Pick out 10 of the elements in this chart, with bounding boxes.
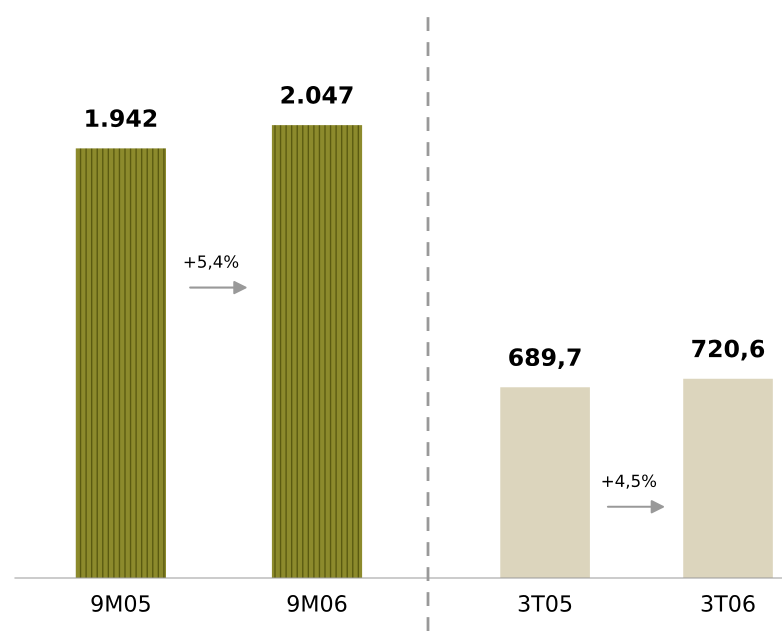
annotation: +5,4%: [184, 255, 238, 270]
data-label: 689,7: [509, 348, 581, 370]
x-tick-label: 3T06: [702, 595, 755, 612]
data-label: 1.942: [86, 109, 156, 128]
annotation: +4,5%: [602, 474, 656, 489]
x-tick-label: 9M05: [92, 595, 150, 612]
x-tick-label: 3T05: [518, 595, 572, 612]
x-tick-label: 9M06: [288, 595, 346, 612]
data-label: 720,6: [692, 340, 764, 361]
data-label: 2.047: [282, 86, 352, 104]
